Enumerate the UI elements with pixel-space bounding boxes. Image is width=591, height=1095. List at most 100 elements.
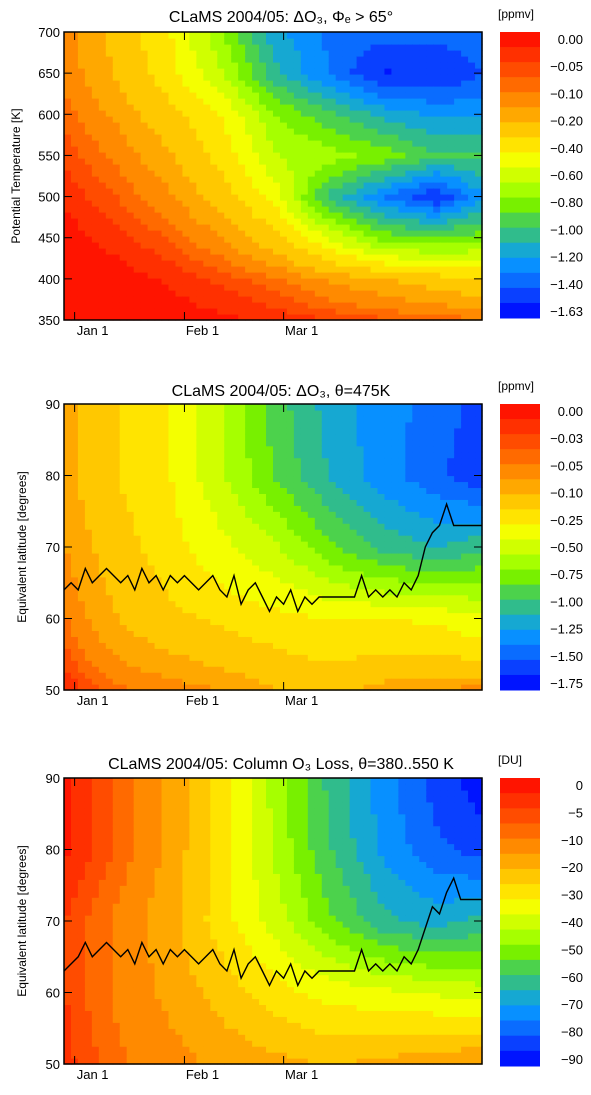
heatmap-cell bbox=[336, 648, 344, 655]
heatmap-cell bbox=[468, 200, 476, 207]
heatmap-cell bbox=[99, 487, 107, 494]
heatmap-cell bbox=[182, 410, 190, 417]
heatmap-cell bbox=[343, 565, 351, 572]
heatmap-cell bbox=[203, 182, 211, 189]
heatmap-cell bbox=[127, 110, 135, 117]
heatmap-cell bbox=[301, 476, 309, 483]
heatmap-cell bbox=[231, 194, 239, 201]
heatmap-cell bbox=[203, 630, 211, 637]
heatmap-cell bbox=[189, 458, 197, 465]
heatmap-cell bbox=[287, 260, 295, 267]
heatmap-cell bbox=[350, 236, 358, 243]
heatmap-cell bbox=[391, 170, 399, 177]
heatmap-cell bbox=[141, 547, 149, 554]
heatmap-cell bbox=[127, 104, 135, 111]
heatmap-cell bbox=[113, 422, 121, 429]
heatmap-cell bbox=[148, 487, 156, 494]
heatmap-cell bbox=[301, 254, 309, 261]
heatmap-cell bbox=[329, 589, 337, 596]
heatmap-cell bbox=[252, 541, 260, 548]
heatmap-cell bbox=[71, 80, 79, 87]
heatmap-cell bbox=[210, 666, 218, 673]
heatmap-cell bbox=[322, 194, 330, 201]
heatmap-cell bbox=[120, 308, 128, 315]
heatmap-cell bbox=[175, 511, 183, 518]
heatmap-cell bbox=[308, 86, 316, 93]
heatmap-cell bbox=[162, 158, 170, 165]
heatmap-cell bbox=[245, 601, 253, 608]
heatmap-cell bbox=[343, 636, 351, 643]
heatmap-cell bbox=[92, 499, 100, 506]
heatmap-cell bbox=[371, 62, 379, 69]
heatmap-cell bbox=[273, 44, 281, 51]
heatmap-cell bbox=[196, 529, 204, 536]
heatmap-cell bbox=[350, 583, 358, 590]
heatmap-cell bbox=[155, 56, 163, 63]
heatmap-cell bbox=[127, 470, 135, 477]
heatmap-cell bbox=[419, 194, 427, 201]
heatmap-cell bbox=[280, 86, 288, 93]
heatmap-cell bbox=[169, 613, 177, 620]
heatmap-cell bbox=[120, 182, 128, 189]
heatmap-cell bbox=[217, 458, 225, 465]
heatmap-cell bbox=[294, 110, 302, 117]
heatmap-cell bbox=[378, 38, 386, 45]
heatmap-cell bbox=[189, 571, 197, 578]
heatmap-cell bbox=[106, 260, 114, 267]
heatmap-cell bbox=[162, 50, 170, 57]
heatmap-cell bbox=[308, 284, 316, 291]
heatmap-cell bbox=[294, 266, 302, 273]
heatmap-cell bbox=[175, 452, 183, 459]
heatmap-cell bbox=[64, 505, 72, 512]
heatmap-cell bbox=[78, 80, 86, 87]
heatmap-cell bbox=[315, 74, 323, 81]
heatmap-cell bbox=[99, 589, 107, 596]
heatmap-cell bbox=[196, 188, 204, 195]
heatmap-cell bbox=[461, 146, 469, 153]
heatmap-cell bbox=[364, 188, 372, 195]
heatmap-cell bbox=[280, 624, 288, 631]
heatmap-cell bbox=[64, 146, 72, 153]
heatmap-cell bbox=[280, 553, 288, 560]
heatmap-cell bbox=[294, 206, 302, 213]
heatmap-cell bbox=[85, 607, 93, 614]
heatmap-cell bbox=[134, 422, 142, 429]
heatmap-cell bbox=[357, 92, 365, 99]
heatmap-cell bbox=[294, 487, 302, 494]
heatmap-cell bbox=[447, 254, 455, 261]
heatmap-cell bbox=[155, 446, 163, 453]
heatmap-cell bbox=[217, 242, 225, 249]
heatmap-cell bbox=[120, 470, 128, 477]
heatmap-cell bbox=[266, 619, 274, 626]
heatmap-cell bbox=[224, 272, 232, 279]
heatmap-cell bbox=[148, 553, 156, 560]
heatmap-cell bbox=[169, 308, 177, 315]
heatmap-cell bbox=[127, 464, 135, 471]
heatmap-cell bbox=[113, 248, 121, 255]
heatmap-cell bbox=[162, 188, 170, 195]
heatmap-cell bbox=[461, 164, 469, 171]
heatmap-cell bbox=[287, 32, 295, 39]
heatmap-cell bbox=[273, 624, 281, 631]
heatmap-cell bbox=[92, 254, 100, 261]
heatmap-cell bbox=[85, 254, 93, 261]
heatmap-cell bbox=[85, 296, 93, 303]
heatmap-cell bbox=[468, 170, 476, 177]
heatmap-cell bbox=[315, 464, 323, 471]
heatmap-cell bbox=[127, 481, 135, 488]
heatmap-cell bbox=[433, 44, 441, 51]
heatmap-cell bbox=[336, 481, 344, 488]
heatmap-cell bbox=[85, 38, 93, 45]
heatmap-cell bbox=[78, 242, 86, 249]
heatmap-cell bbox=[120, 476, 128, 483]
heatmap-cell bbox=[343, 452, 351, 459]
heatmap-cell bbox=[371, 128, 379, 135]
heatmap-cell bbox=[113, 541, 121, 548]
heatmap-cell bbox=[175, 104, 183, 111]
heatmap-cell bbox=[169, 476, 177, 483]
heatmap-cell bbox=[440, 56, 448, 63]
heatmap-cell bbox=[287, 128, 295, 135]
heatmap-cell bbox=[64, 517, 72, 524]
heatmap-cell bbox=[120, 224, 128, 231]
heatmap-cell bbox=[308, 104, 316, 111]
